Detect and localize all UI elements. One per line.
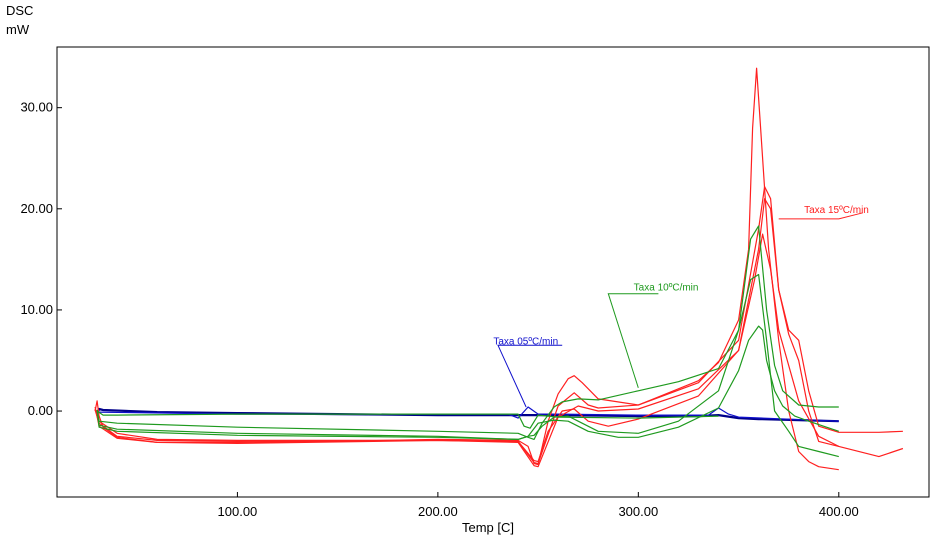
series-line (94, 233, 840, 463)
annotation-label: Taxa 05ºC/min (493, 336, 558, 347)
plot-frame (56, 46, 930, 498)
y-axis-title-unit: mW (6, 22, 30, 37)
x-tick-label: 100.00 (218, 504, 258, 519)
annotation-label: Taxa 10ºC/min (634, 283, 699, 294)
series-line (94, 67, 839, 471)
x-tick-label: 300.00 (618, 504, 658, 519)
x-axis-title: Temp [C] (462, 520, 514, 535)
y-tick-label: 30.00 (20, 100, 53, 115)
series-line (96, 325, 839, 440)
series-layer (94, 67, 904, 471)
annotation-label: Taxa 15ºC/min (804, 205, 869, 216)
y-tick-label: 20.00 (20, 201, 53, 216)
series-line (96, 410, 719, 429)
series-line (96, 225, 839, 440)
annotation-leader-line (607, 293, 659, 388)
y-axis-title-dsc: DSC (6, 3, 33, 18)
series-line (94, 198, 904, 468)
x-tick-label: 400.00 (819, 504, 859, 519)
annotation-layer: Taxa 15ºC/min Taxa 10ºC/min Taxa 05ºC/min (493, 205, 869, 408)
series-line (96, 273, 839, 458)
x-tick-label: 200.00 (418, 504, 458, 519)
series-line (94, 186, 903, 465)
y-tick-label: 10.00 (20, 302, 53, 317)
y-tick-label: 0.00 (28, 403, 53, 418)
annotation-leader-line (497, 344, 563, 408)
axis-ticks: 100.00 200.00 300.00 400.00 0.00 10.00 20.00 30… (20, 100, 858, 519)
annotation-leader-line (778, 212, 863, 220)
series-line (96, 407, 839, 423)
